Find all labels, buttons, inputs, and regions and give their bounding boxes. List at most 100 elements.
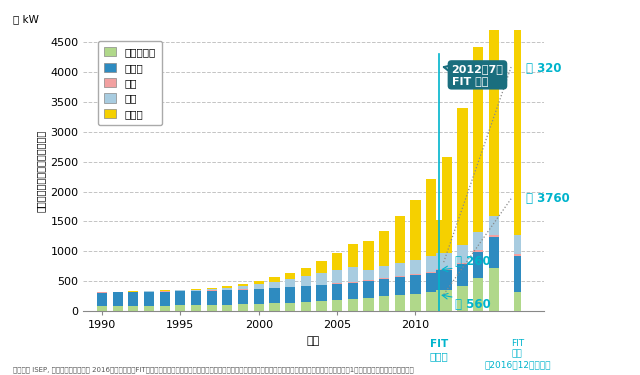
Bar (191, 291, 201, 305)
Bar (238, 289, 248, 290)
Bar (489, 237, 499, 268)
Text: 縄 260: 縄 260 (456, 255, 491, 268)
Bar (395, 216, 405, 263)
Bar (436, 253, 442, 269)
Bar (238, 284, 248, 286)
Y-axis label: 自然エネルギーの累積設備容量: 自然エネルギーの累積設備容量 (36, 129, 46, 212)
Bar (253, 289, 264, 304)
Bar (442, 290, 452, 311)
Bar (379, 266, 389, 278)
Bar (458, 246, 468, 262)
Bar (285, 273, 295, 279)
Bar (473, 278, 483, 311)
Bar (222, 304, 232, 311)
Bar (364, 280, 374, 281)
Text: 2012年7月
FIT 開始: 2012年7月 FIT 開始 (444, 64, 504, 86)
Bar (238, 290, 248, 304)
Bar (348, 244, 358, 267)
Bar (222, 288, 232, 290)
Bar (473, 252, 483, 278)
Bar (348, 299, 358, 311)
Bar (332, 283, 342, 284)
Bar (175, 305, 186, 311)
Bar (301, 276, 311, 286)
Bar (316, 301, 326, 311)
Bar (364, 281, 374, 298)
Bar (144, 306, 154, 311)
Bar (348, 267, 358, 282)
Bar (436, 269, 442, 270)
Bar (113, 306, 123, 311)
Bar (426, 256, 436, 272)
Bar (513, 254, 521, 256)
Bar (458, 108, 468, 246)
Bar (238, 304, 248, 311)
Bar (316, 261, 326, 273)
Text: 縄 3760: 縄 3760 (526, 192, 570, 205)
Bar (253, 284, 264, 289)
Text: 縄 320: 縄 320 (526, 62, 561, 75)
Bar (207, 305, 217, 311)
Bar (285, 288, 295, 303)
Bar (489, 268, 499, 311)
Bar (191, 289, 201, 290)
Bar (332, 254, 342, 270)
Bar (285, 303, 295, 311)
Bar (207, 290, 217, 291)
Text: 『出典』 ISEP, 自然エネルギー白書 2016の図を加工。FIT開始前後の数字については、「再生可能エネルギーの大量導入時代における政策課題に関する研究会」: 『出典』 ISEP, 自然エネルギー白書 2016の図を加工。FIT開始前後の数… (13, 366, 413, 373)
Bar (348, 282, 358, 299)
Bar (395, 295, 405, 311)
Bar (301, 302, 311, 311)
Bar (436, 290, 442, 311)
Bar (364, 270, 374, 280)
Bar (473, 47, 483, 232)
Bar (489, 216, 499, 235)
Bar (442, 269, 452, 270)
Bar (285, 279, 295, 287)
Bar (159, 306, 170, 311)
Bar (285, 287, 295, 288)
Text: 縄 560: 縄 560 (456, 298, 491, 311)
Bar (269, 288, 280, 303)
Text: FIT
開後
（2016年12月時点）: FIT 開後 （2016年12月時点） (484, 339, 550, 369)
X-axis label: 年度: 年度 (307, 336, 320, 346)
Bar (513, 235, 521, 254)
Bar (364, 298, 374, 311)
Bar (442, 270, 452, 290)
Bar (332, 284, 342, 300)
Bar (332, 300, 342, 311)
Bar (316, 285, 326, 301)
Bar (238, 286, 248, 289)
Bar (144, 292, 154, 306)
Bar (436, 270, 442, 290)
Bar (395, 276, 405, 277)
Bar (128, 292, 138, 306)
Bar (144, 291, 154, 292)
Bar (442, 157, 452, 253)
Bar (113, 292, 123, 306)
Bar (513, 256, 521, 292)
Bar (301, 286, 311, 302)
Bar (175, 291, 186, 305)
Bar (442, 253, 452, 269)
Bar (395, 263, 405, 276)
Bar (426, 179, 436, 256)
Bar (97, 306, 107, 311)
Bar (97, 293, 107, 306)
Bar (426, 292, 436, 311)
Bar (301, 268, 311, 276)
Bar (379, 296, 389, 311)
Bar (426, 273, 436, 292)
Bar (513, 292, 521, 311)
Bar (473, 251, 483, 252)
Bar (395, 277, 405, 295)
Bar (379, 278, 389, 279)
Legend: バイオマス, 小水力, 地熱, 風力, 太陽光: バイオマス, 小水力, 地熱, 風力, 太陽光 (98, 41, 162, 125)
Bar (222, 286, 232, 288)
Text: 万 kW: 万 kW (13, 14, 38, 24)
Bar (207, 291, 217, 305)
Bar (364, 241, 374, 270)
Bar (473, 232, 483, 251)
Bar (332, 270, 342, 283)
Bar (489, 235, 499, 237)
